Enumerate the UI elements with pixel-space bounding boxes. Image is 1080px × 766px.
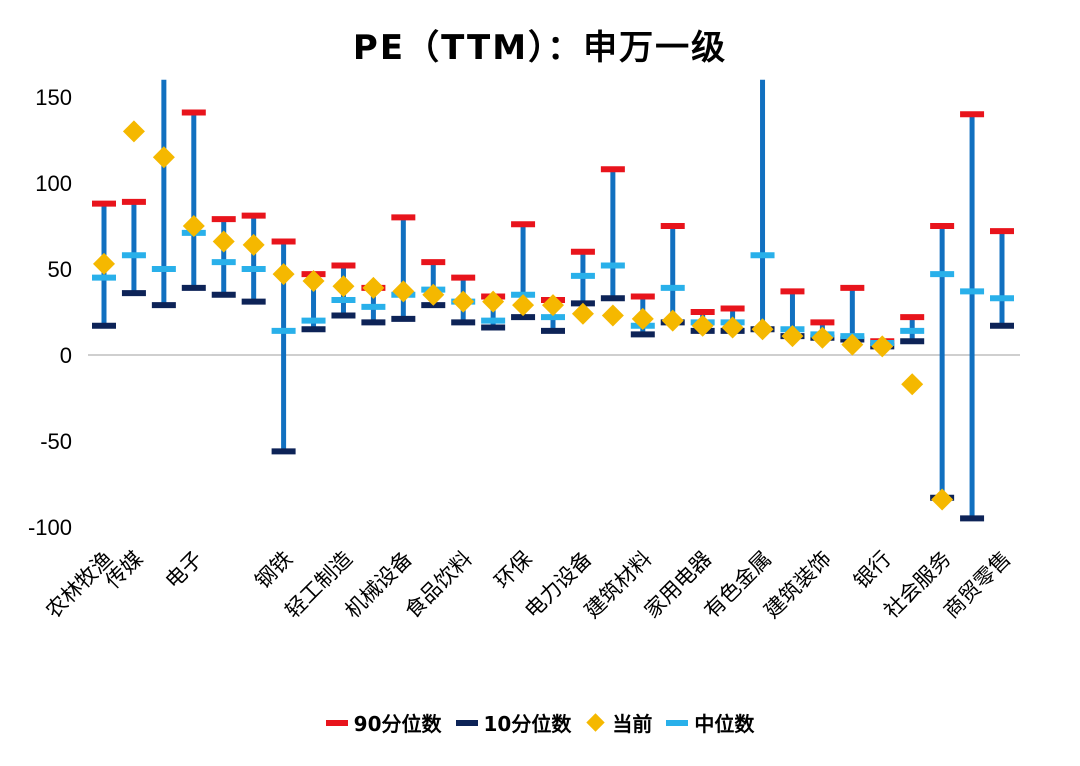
y-tick-label: 150 xyxy=(35,85,72,110)
current-marker xyxy=(542,294,564,317)
legend-label: 当前 xyxy=(612,712,653,736)
current-marker xyxy=(272,263,295,286)
y-axis: 150 100 50 0 -50 -100 xyxy=(28,85,72,540)
current-marker xyxy=(721,316,744,339)
current-marker xyxy=(242,233,265,256)
current-marker xyxy=(302,270,325,293)
markers xyxy=(92,109,1014,522)
legend-swatch xyxy=(586,713,606,732)
x-tick-label: 农林牧渔 xyxy=(41,547,117,623)
current-marker xyxy=(122,120,145,143)
x-tick-label: 银行 xyxy=(849,547,896,594)
legend-swatch xyxy=(455,719,478,726)
current-marker xyxy=(931,488,954,511)
current-marker xyxy=(332,275,355,298)
y-tick-label: -50 xyxy=(40,429,72,454)
current-marker xyxy=(781,325,804,348)
current-marker xyxy=(482,290,505,313)
legend-swatch xyxy=(666,719,689,726)
current-marker xyxy=(362,276,385,299)
y-tick-label: -100 xyxy=(28,515,72,540)
legend-item-median: 中位数 xyxy=(666,708,754,737)
chart-title: PE（TTM）：申万一级 xyxy=(352,28,728,68)
current-marker xyxy=(93,252,115,275)
current-marker xyxy=(631,307,654,330)
y-tick-label: 0 xyxy=(60,343,72,368)
legend-label: 中位数 xyxy=(694,712,755,736)
legend: 90分位数 10分位数 当前 中位数 xyxy=(0,708,1080,737)
x-tick-label: 传媒 xyxy=(101,547,148,594)
current-marker xyxy=(601,304,624,327)
y-tick-label: 100 xyxy=(35,171,72,196)
current-marker xyxy=(661,309,684,332)
legend-item-p90: 90分位数 xyxy=(325,708,442,737)
current-marker xyxy=(901,373,924,396)
current-marker xyxy=(691,314,714,337)
current-marker xyxy=(512,294,535,317)
current-marker xyxy=(182,215,205,237)
legend-swatch xyxy=(325,719,348,726)
x-tick-label: 食品饮料 xyxy=(400,547,476,623)
current-marker xyxy=(422,283,445,306)
legend-label: 10分位数 xyxy=(483,712,572,736)
current-marker xyxy=(212,230,235,253)
current-marker xyxy=(452,290,475,313)
x-tick-label: 建筑装饰 xyxy=(760,547,836,623)
legend-item-p10: 10分位数 xyxy=(455,708,572,737)
current-marker xyxy=(392,280,415,303)
legend-item-current: 当前 xyxy=(585,708,652,737)
x-tick-label: 环保 xyxy=(490,547,537,594)
x-tick-label: 钢铁 xyxy=(250,547,297,594)
current-marker xyxy=(751,318,774,341)
current-marker xyxy=(841,333,864,356)
x-tick-label: 电子 xyxy=(161,547,208,594)
y-tick-label: 50 xyxy=(48,257,72,282)
current-marker xyxy=(152,146,175,169)
current-marker xyxy=(871,335,894,358)
legend-label: 90分位数 xyxy=(353,712,442,736)
current-marker xyxy=(811,326,834,349)
x-tick-label: 商贸零售 xyxy=(939,547,1015,623)
current-marker xyxy=(571,302,594,325)
